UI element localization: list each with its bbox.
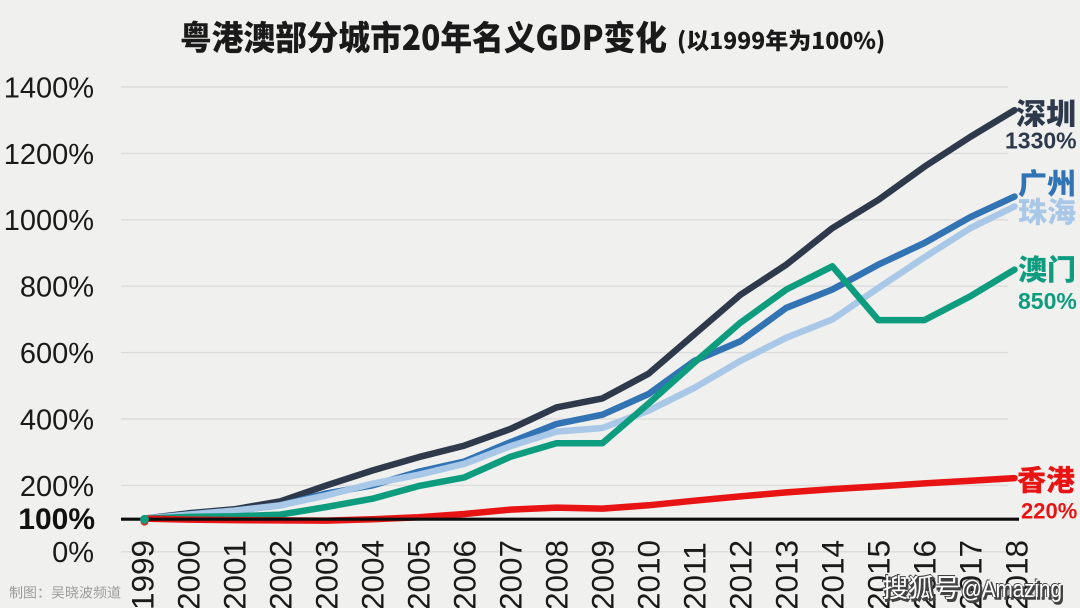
svg-text:400%: 400%	[20, 404, 94, 436]
svg-text:1400%: 1400%	[4, 72, 94, 104]
svg-text:1000%: 1000%	[4, 205, 94, 237]
svg-text:@Amazing: @Amazing	[960, 575, 1061, 602]
svg-text:1200%: 1200%	[4, 139, 94, 171]
svg-text:1999: 1999	[125, 540, 161, 608]
svg-text:2003: 2003	[309, 540, 345, 608]
svg-text:2006: 2006	[447, 540, 483, 608]
svg-text:2014: 2014	[815, 540, 851, 608]
svg-text:2004: 2004	[355, 540, 391, 608]
svg-text:200%: 200%	[20, 471, 94, 503]
svg-text:2009: 2009	[585, 540, 621, 608]
svg-text:2018: 2018	[999, 540, 1035, 608]
svg-text:2000: 2000	[171, 540, 207, 608]
svg-text:@Amazing: @Amazing	[961, 575, 1062, 602]
svg-text:2013: 2013	[769, 540, 805, 608]
svg-text:800%: 800%	[20, 272, 94, 304]
svg-text:@Amazing: @Amazing	[963, 578, 1064, 605]
svg-text:2005: 2005	[401, 540, 437, 608]
svg-text:220%: 220%	[1021, 499, 1077, 524]
svg-text:2001: 2001	[217, 540, 253, 608]
svg-text:850%: 850%	[1018, 288, 1077, 314]
svg-text:1330%: 1330%	[1005, 128, 1077, 154]
svg-text:600%: 600%	[20, 338, 94, 370]
svg-text:2012: 2012	[723, 540, 759, 608]
svg-text:2007: 2007	[493, 540, 529, 608]
svg-text:2002: 2002	[263, 540, 299, 608]
svg-text:2011: 2011	[677, 542, 713, 608]
svg-text:0%: 0%	[52, 537, 94, 569]
svg-text:2017: 2017	[953, 540, 989, 608]
svg-text:2010: 2010	[631, 540, 667, 608]
svg-text:100%: 100%	[18, 503, 95, 536]
svg-text:2008: 2008	[539, 540, 575, 608]
